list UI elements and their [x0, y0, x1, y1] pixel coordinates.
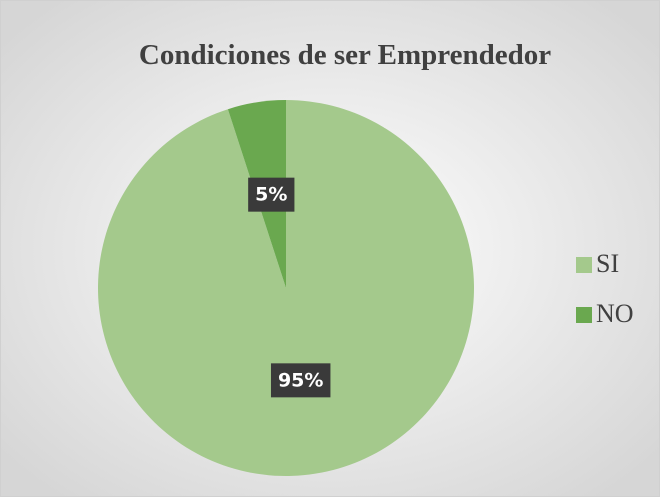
pie-slice — [97, 100, 474, 477]
legend-swatch — [576, 257, 592, 273]
chart-title: Condiciones de ser Emprendedor — [139, 39, 551, 71]
data-label: 95% — [278, 369, 323, 391]
legend-text: SI — [596, 249, 619, 278]
data-label-box — [270, 363, 331, 398]
data-label: 5% — [255, 184, 287, 206]
legend-text: NO — [596, 299, 634, 328]
data-label-box — [248, 177, 295, 212]
legend-swatch — [576, 307, 592, 323]
